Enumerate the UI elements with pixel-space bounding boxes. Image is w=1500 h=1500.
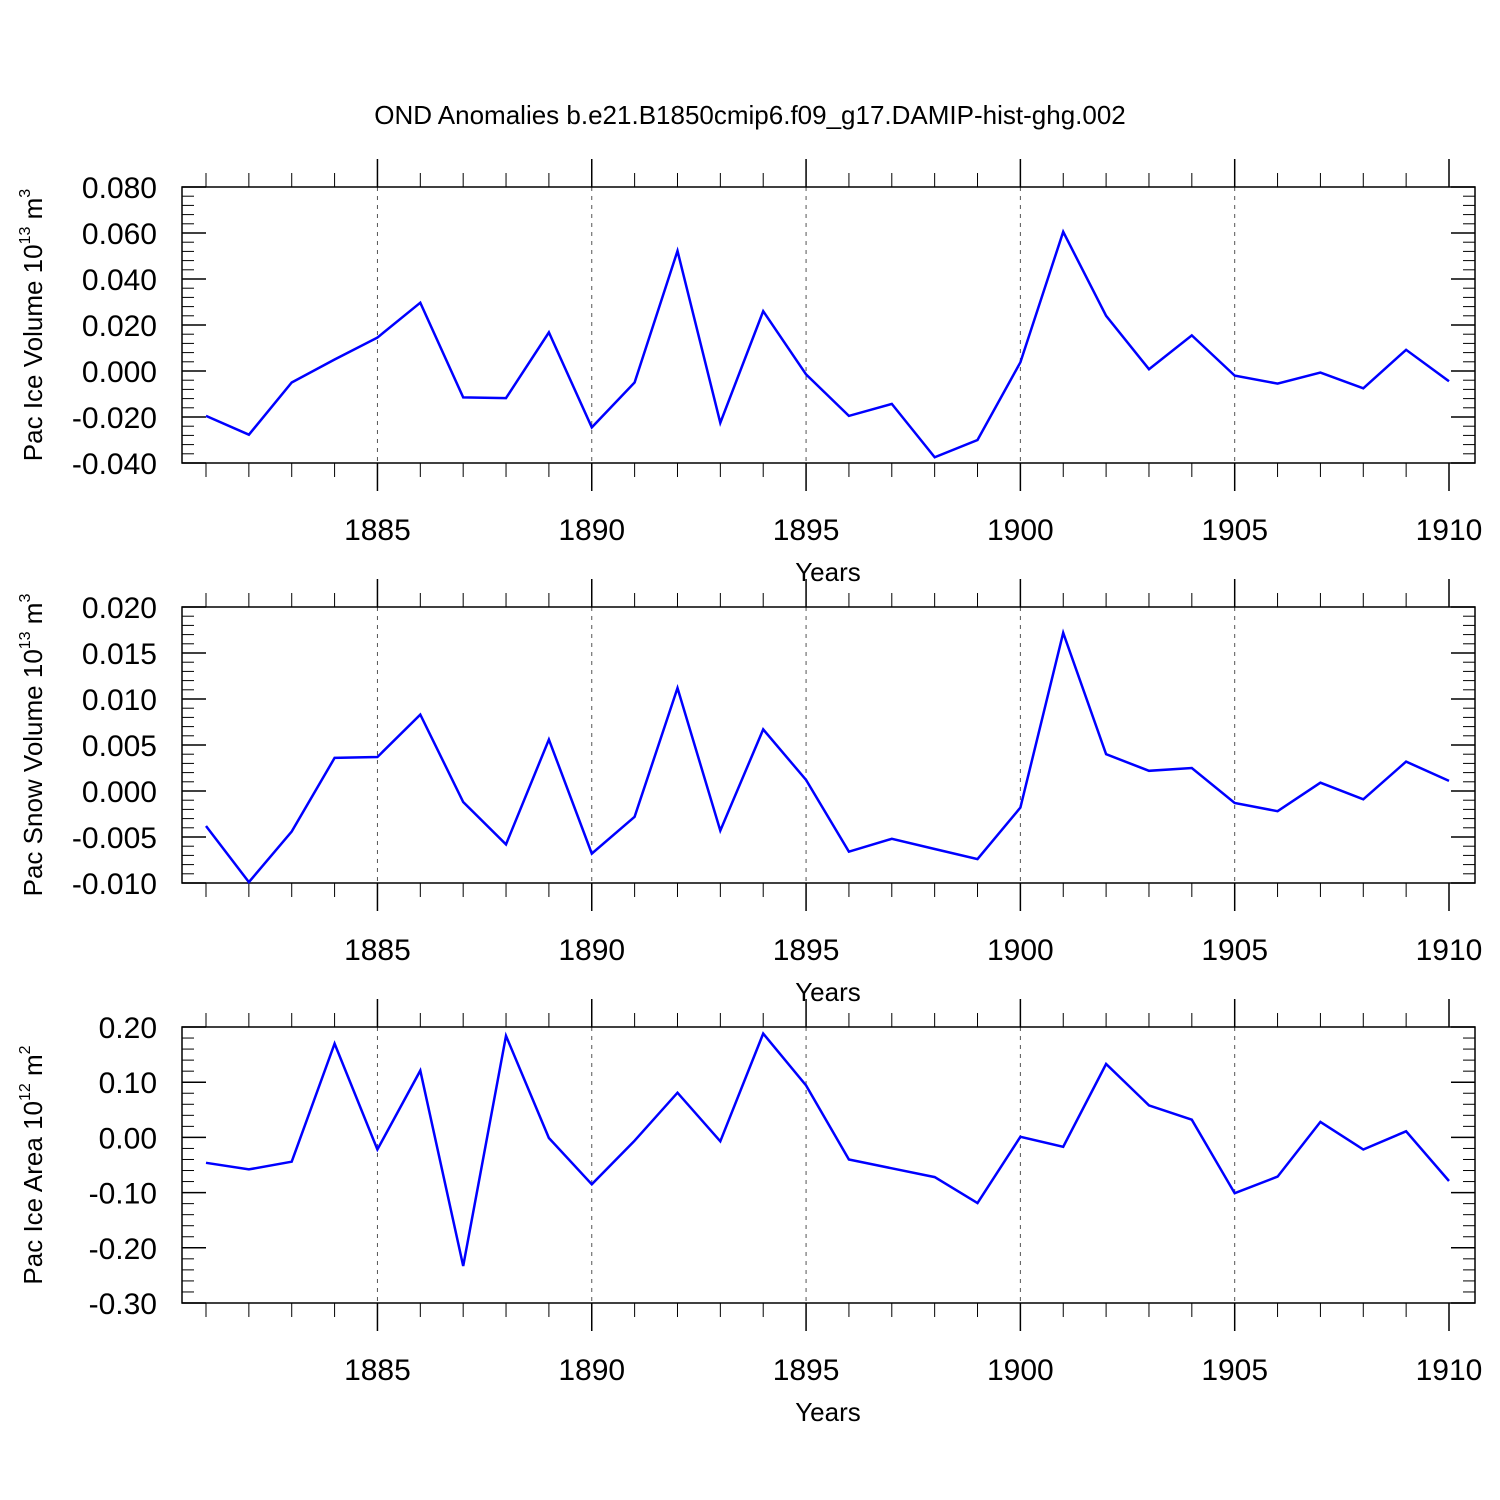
x-tick-label: 1905 <box>1201 514 1268 547</box>
x-tick-label: 1900 <box>987 934 1054 967</box>
y-tick-label: 0.080 <box>82 172 157 205</box>
x-tick-label: 1885 <box>344 1354 411 1387</box>
series-line <box>205 628 1450 885</box>
y-tick-label: -0.010 <box>72 868 157 901</box>
y-tick-label: 0.020 <box>82 310 157 343</box>
x-tick-label: 1905 <box>1201 1354 1268 1387</box>
panel-2: 1885 1890 1895 1900 1905 1910 -0.010 -0.005 0.00… <box>17 579 1482 1007</box>
x-tick-label: 1895 <box>773 934 840 967</box>
series-line <box>205 1031 1450 1267</box>
x-axis-title: Years <box>795 1397 861 1427</box>
x-axis-title: Years <box>795 977 861 1007</box>
y-tick-label: 0.20 <box>99 1012 157 1045</box>
x-tick-label: 1910 <box>1416 514 1483 547</box>
y-tick-label: 0.00 <box>99 1122 157 1155</box>
x-tick-label: 1890 <box>558 514 625 547</box>
y-axis-title: Pac Ice Area 1012 m2 <box>17 1045 48 1284</box>
plot-frame <box>181 606 1476 884</box>
y-tick-label: -0.020 <box>72 402 157 435</box>
panels: 1885 1890 1895 1900 1905 1910 -0.040 -0.020 0.00… <box>17 159 1482 1427</box>
y-axis-title: Pac Snow Volume 1013 m3 <box>17 594 48 897</box>
plot-frame <box>181 1026 1476 1304</box>
x-tick-label: 1895 <box>773 514 840 547</box>
x-axis-title: Years <box>795 557 861 587</box>
figure-title: OND Anomalies b.e21.B1850cmip6.f09_g17.D… <box>374 100 1126 130</box>
y-tick-label: 0.060 <box>82 218 157 251</box>
x-tick-label: 1895 <box>773 1354 840 1387</box>
panel-3: 1885 1890 1895 1900 1905 1910 -0.30 -0.20 -0.10 0… <box>17 999 1482 1427</box>
x-tick-label: 1905 <box>1201 934 1268 967</box>
plot-frame <box>181 186 1476 464</box>
x-tick-label: 1890 <box>558 1354 625 1387</box>
x-tick-label: 1890 <box>558 934 625 967</box>
y-tick-label: -0.040 <box>72 448 157 481</box>
y-tick-label: 0.000 <box>82 356 157 389</box>
y-axis-title: Pac Ice Volume 1013 m3 <box>17 189 48 462</box>
y-tick-label: 0.015 <box>82 638 157 671</box>
y-tick-label: -0.005 <box>72 822 157 855</box>
x-tick-label: 1900 <box>987 1354 1054 1387</box>
y-tick-label: -0.20 <box>89 1233 157 1266</box>
panel-1: 1885 1890 1895 1900 1905 1910 -0.040 -0.020 0.00… <box>17 159 1482 587</box>
y-tick-label: 0.000 <box>82 776 157 809</box>
y-tick-label: 0.005 <box>82 730 157 763</box>
x-tick-label: 1910 <box>1416 934 1483 967</box>
y-tick-label: 0.020 <box>82 592 157 625</box>
x-tick-label: 1910 <box>1416 1354 1483 1387</box>
y-tick-label: -0.10 <box>89 1178 157 1211</box>
x-tick-label: 1900 <box>987 514 1054 547</box>
y-tick-label: -0.30 <box>89 1288 157 1321</box>
y-tick-label: 0.040 <box>82 264 157 297</box>
y-tick-label: 0.010 <box>82 684 157 717</box>
series-line <box>205 228 1450 459</box>
x-tick-label: 1885 <box>344 514 411 547</box>
y-tick-label: 0.10 <box>99 1067 157 1100</box>
x-tick-label: 1885 <box>344 934 411 967</box>
